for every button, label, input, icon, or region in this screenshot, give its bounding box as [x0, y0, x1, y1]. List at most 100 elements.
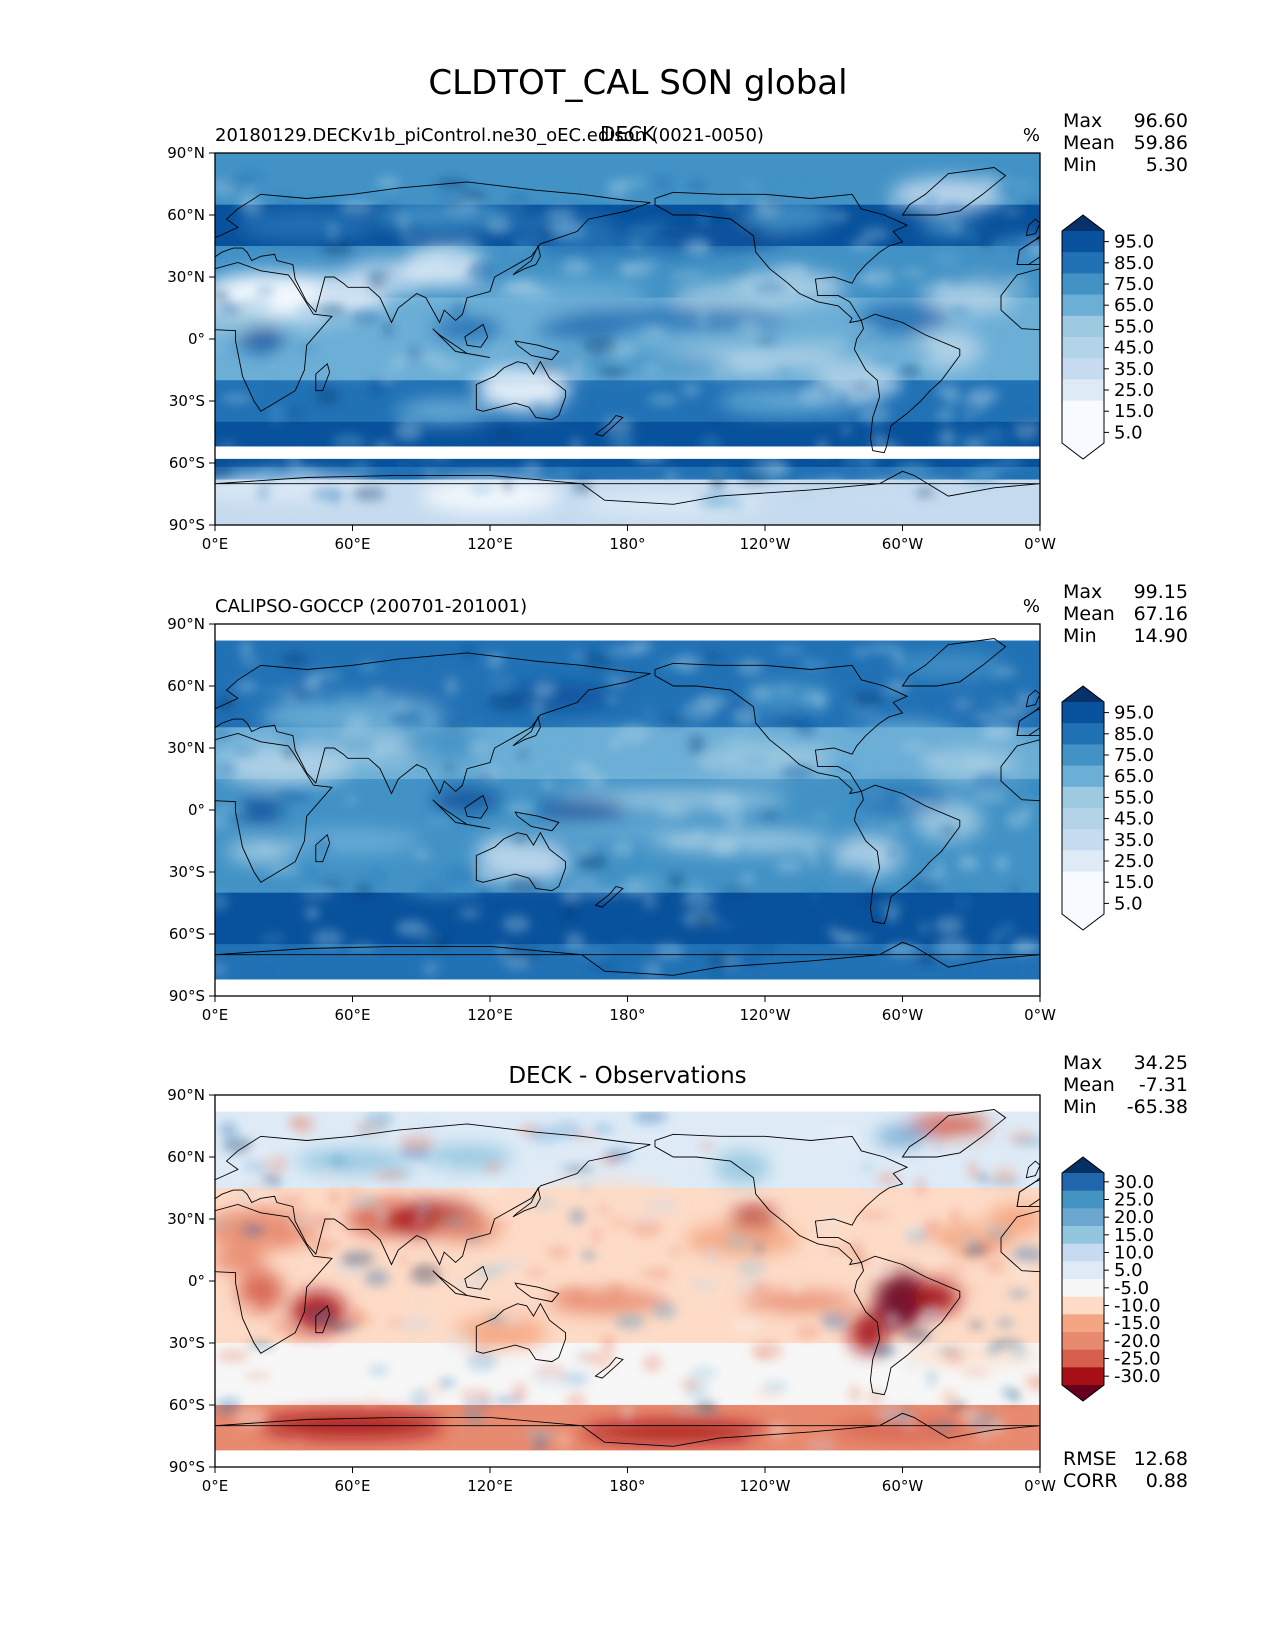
- uk-coast: [1025, 1160, 1040, 1179]
- colorbar-tick-label: 65.0: [1114, 766, 1154, 787]
- field-speck: [706, 953, 732, 968]
- field-speck: [235, 1407, 270, 1428]
- colorbar-tick-label: 75.0: [1114, 274, 1154, 295]
- field-speck: [639, 1267, 653, 1279]
- field-speck: [494, 340, 505, 352]
- greenland-coast: [901, 638, 1007, 687]
- field-speckle: [215, 1109, 1040, 1454]
- colorbar-segment: [1062, 744, 1104, 767]
- field-speck: [774, 858, 804, 874]
- field-speck: [556, 1286, 588, 1304]
- colorbar-segment: [1062, 1261, 1104, 1280]
- antarctica-coast: [215, 941, 1040, 976]
- field-speck: [737, 395, 774, 412]
- field-speck: [708, 969, 725, 980]
- field-speck: [831, 931, 857, 944]
- colorbar-segment: [1062, 252, 1104, 274]
- field-speck: [814, 1223, 826, 1233]
- field-speck: [291, 1114, 316, 1135]
- field-speck: [670, 271, 705, 279]
- colorbar-segment: [1062, 1296, 1104, 1315]
- field-speck: [908, 349, 935, 359]
- field-speck: [454, 1279, 487, 1291]
- field-speck: [642, 709, 654, 717]
- y-tick-label: 60°S: [169, 1396, 205, 1414]
- map-field: [215, 1095, 1040, 1467]
- field-speck: [581, 1270, 605, 1281]
- axes-test: 0°E 60°E 120°E 180° 120°W 60°W 0°W 90°N 60°N 30°N…: [167, 144, 1056, 553]
- field-speck: [240, 296, 272, 315]
- field-speck: [505, 1351, 529, 1365]
- field-speck: [756, 291, 785, 307]
- colorbar-segment: [1062, 294, 1104, 317]
- field-speck: [582, 335, 618, 355]
- field-speck: [829, 763, 857, 777]
- field-speck: [1010, 1346, 1029, 1361]
- field-speck: [288, 468, 320, 480]
- field-blob: [535, 822, 720, 839]
- field-speck: [533, 1434, 547, 1453]
- field-speck: [220, 393, 253, 404]
- colorbar-segment: [1062, 1349, 1104, 1368]
- field-speck: [940, 1389, 959, 1405]
- field-speck: [399, 213, 409, 233]
- field-speck: [868, 1267, 897, 1279]
- field-speck: [656, 802, 689, 820]
- colorbar-segment: [1062, 315, 1104, 338]
- field-speck: [425, 935, 451, 947]
- field-speck: [821, 407, 847, 417]
- field-blob: [535, 318, 628, 339]
- colorbar-tick-label: 25.0: [1114, 851, 1154, 872]
- field-speck: [810, 888, 820, 905]
- field-speck: [477, 1397, 491, 1411]
- field-speck: [826, 927, 842, 934]
- field-speck: [740, 872, 755, 885]
- field-speck: [346, 796, 357, 805]
- field-speck: [542, 778, 554, 791]
- x-tick-label: 180°: [609, 535, 645, 553]
- field-speck: [841, 425, 852, 435]
- field-speck: [705, 1244, 719, 1264]
- x-tick-label: 0°W: [1024, 1006, 1056, 1024]
- field-speck: [502, 1315, 524, 1326]
- field-speck: [865, 792, 890, 802]
- field-blob: [432, 316, 502, 342]
- field-speck: [918, 797, 934, 809]
- field-speck: [606, 179, 629, 199]
- field-speck: [801, 659, 828, 671]
- borneo-coast: [464, 794, 489, 819]
- field-blob: [815, 359, 898, 402]
- field-speck: [759, 1309, 778, 1325]
- field-speck: [215, 813, 229, 831]
- field-speck: [909, 336, 925, 344]
- field-speck: [696, 1407, 720, 1416]
- missing-data-band: [215, 1450, 1040, 1467]
- field-speck: [288, 409, 303, 417]
- field-speck: [983, 722, 1019, 739]
- x-tick-label: 180°: [609, 1006, 645, 1024]
- colorbar-segment: [1062, 337, 1104, 359]
- field-speck: [719, 886, 752, 893]
- colorbar-extend-min: [1062, 443, 1104, 459]
- field-speck: [608, 645, 644, 656]
- field-speck: [670, 1407, 707, 1415]
- field-speck: [525, 953, 537, 967]
- metric-label: CORR: [1063, 1470, 1118, 1492]
- madagascar-coast: [315, 362, 331, 392]
- stat-label: Mean: [1063, 132, 1115, 154]
- field-speck: [918, 921, 930, 935]
- field-speck: [591, 1226, 602, 1245]
- field-blob: [215, 1247, 266, 1273]
- field-speck: [939, 1348, 963, 1356]
- field-speck: [849, 239, 872, 250]
- y-tick-label: 30°N: [167, 739, 205, 757]
- field-speck: [390, 709, 425, 728]
- field-speck: [967, 387, 1000, 402]
- field-speck: [1010, 939, 1036, 956]
- field-speck: [632, 1109, 667, 1124]
- field-speck: [743, 954, 762, 967]
- field-speck: [1008, 1289, 1028, 1298]
- field-speck: [748, 227, 762, 240]
- x-tick-label: 120°W: [740, 1477, 791, 1495]
- field-speck: [844, 712, 874, 730]
